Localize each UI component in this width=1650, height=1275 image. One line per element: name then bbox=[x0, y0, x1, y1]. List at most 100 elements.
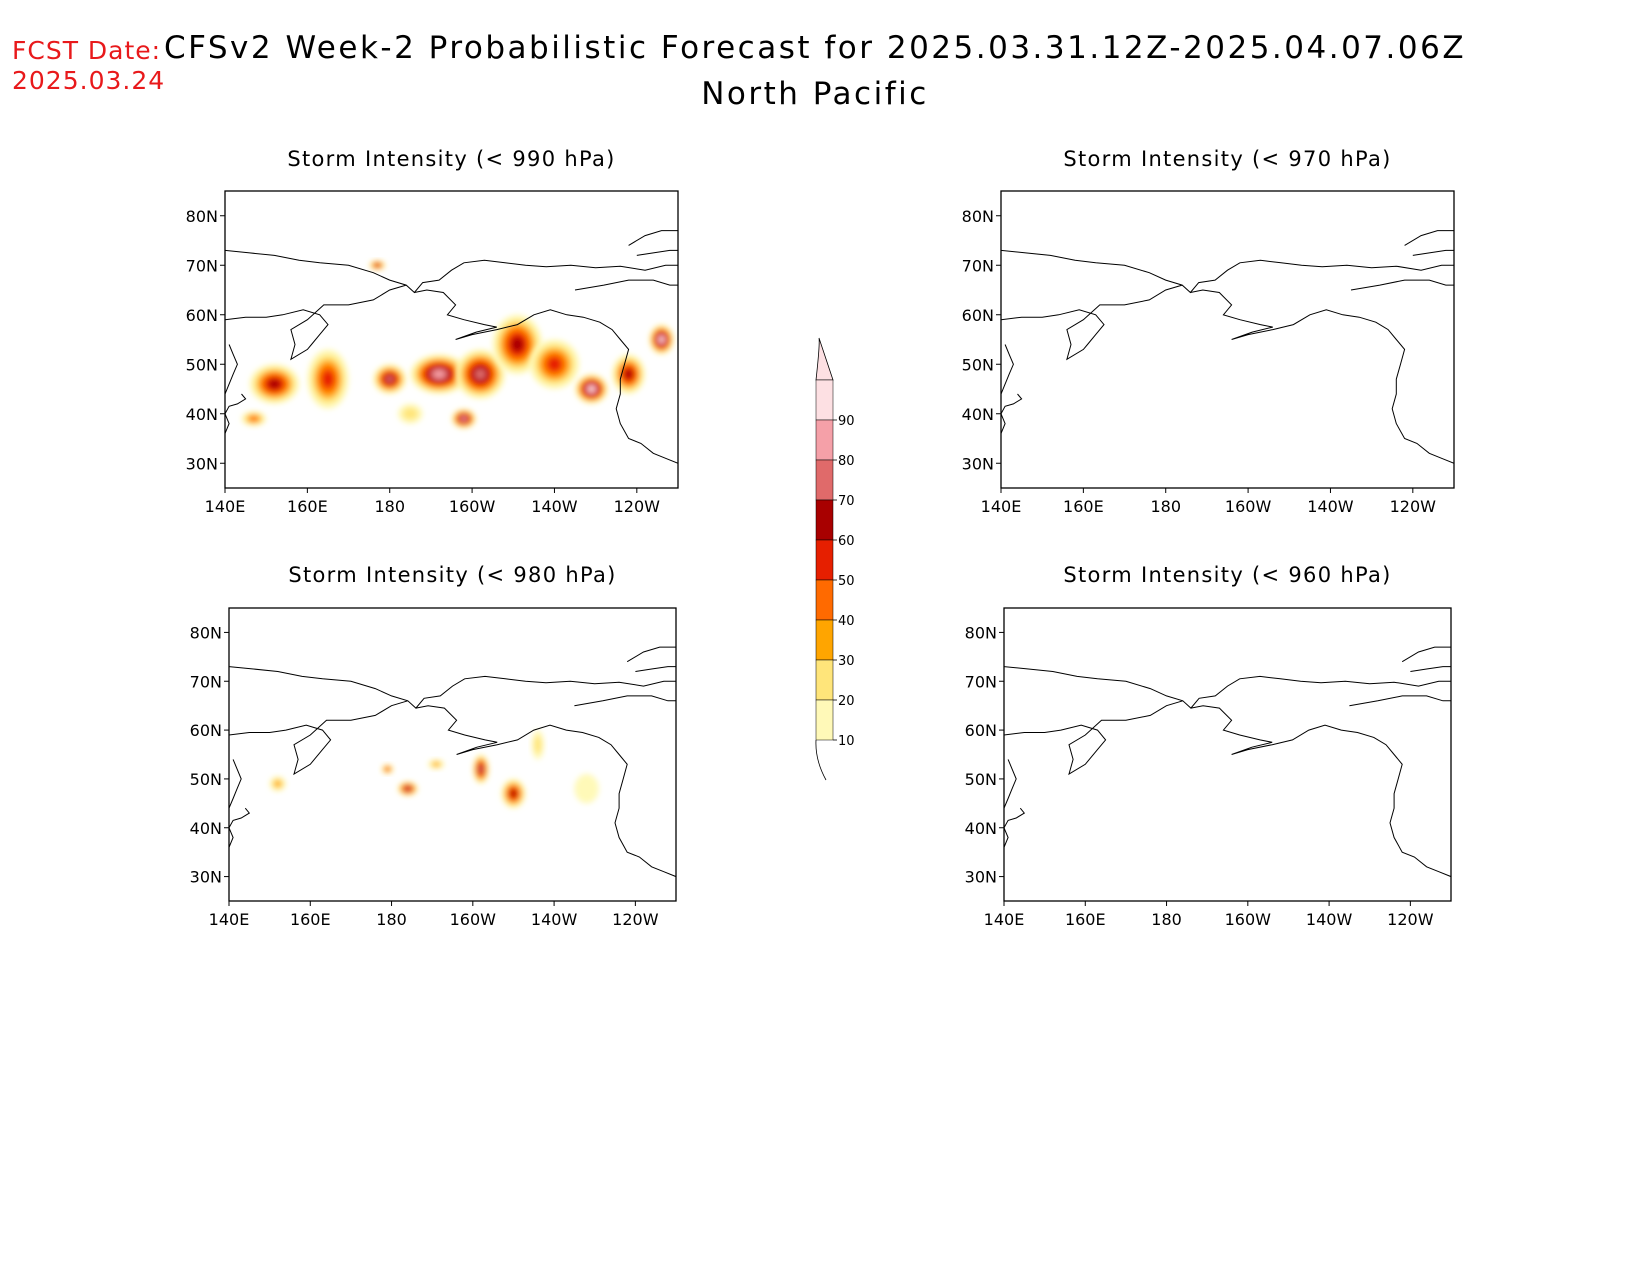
lon-tick-label: 160E bbox=[287, 497, 328, 516]
lon-tick-label: 120W bbox=[1390, 497, 1437, 516]
lat-tick-label: 40N bbox=[962, 405, 994, 424]
lon-tick-label: 180 bbox=[376, 910, 407, 929]
colorbar-segment bbox=[815, 699, 834, 741]
lon-tick-label: 160W bbox=[450, 910, 497, 929]
probability-contour bbox=[433, 370, 445, 378]
colorbar-label: 40 bbox=[838, 614, 855, 629]
lat-tick-label: 50N bbox=[190, 770, 222, 789]
coastline bbox=[1190, 289, 1454, 464]
probability-shading bbox=[241, 260, 674, 429]
colorbar-segment bbox=[815, 459, 834, 501]
probability-contour bbox=[624, 369, 633, 379]
map-panel-p980: Storm Intensity (< 980 hPa) 140E 160E 180 16… bbox=[190, 563, 677, 929]
probability-contour bbox=[461, 416, 467, 421]
forecast-date-value: 2025.03.24 bbox=[12, 66, 166, 95]
coastline bbox=[574, 279, 678, 291]
coastline bbox=[1349, 695, 1451, 707]
probability-blob bbox=[269, 776, 286, 792]
forecast-date-block: FCST Date: 2025.03.24 bbox=[12, 36, 165, 96]
lon-tick-label: 140W bbox=[531, 910, 578, 929]
coastline bbox=[1001, 344, 1014, 395]
lat-tick-label: 50N bbox=[962, 355, 994, 374]
coastline bbox=[414, 289, 678, 464]
coastline bbox=[1004, 759, 1017, 809]
coastline bbox=[1404, 230, 1454, 246]
probability-blob bbox=[381, 764, 394, 775]
lat-tick-label: 80N bbox=[190, 623, 222, 642]
lat-tick-label: 60N bbox=[190, 721, 222, 740]
colorbar: 10 20 30 40 50 60 70 80 90 bbox=[815, 337, 855, 781]
lon-tick-label: 140E bbox=[981, 497, 1022, 516]
probability-blob bbox=[501, 778, 526, 809]
probability-contour bbox=[659, 337, 664, 342]
probability-contour bbox=[405, 787, 410, 791]
probability-blob bbox=[428, 759, 445, 770]
lon-tick-label: 180 bbox=[374, 497, 405, 516]
colorbar-label: 70 bbox=[838, 494, 855, 509]
coastline bbox=[1004, 700, 1183, 776]
probability-contour bbox=[534, 735, 542, 754]
page-subtitle: North Pacific bbox=[701, 76, 929, 112]
probability-contour bbox=[574, 774, 599, 804]
probability-blob bbox=[397, 403, 423, 424]
probability-blob bbox=[492, 314, 543, 375]
map-frame bbox=[1003, 607, 1452, 902]
colorbar-segment bbox=[815, 419, 834, 461]
lon-tick-label: 120W bbox=[614, 497, 661, 516]
panel-title: Storm Intensity (< 960 hPa) bbox=[1063, 563, 1391, 587]
probability-contour bbox=[510, 790, 517, 798]
coastline bbox=[225, 393, 247, 435]
coastline bbox=[229, 807, 251, 849]
probability-blob bbox=[397, 781, 418, 797]
lon-tick-label: 160E bbox=[1065, 910, 1106, 929]
colorbar-segment bbox=[815, 619, 834, 661]
lat-tick-label: 70N bbox=[965, 672, 997, 691]
coastlines bbox=[225, 230, 678, 464]
lon-tick-label: 160E bbox=[1063, 497, 1104, 516]
probability-blob bbox=[529, 339, 580, 389]
panel-title: Storm Intensity (< 970 hPa) bbox=[1063, 147, 1391, 171]
probability-contour bbox=[385, 767, 390, 771]
colorbar-end-top bbox=[815, 337, 834, 381]
lat-tick-label: 70N bbox=[186, 256, 218, 275]
map-frame bbox=[1000, 190, 1455, 489]
lon-tick-label: 160W bbox=[449, 497, 496, 516]
coastline bbox=[229, 666, 676, 709]
coastline bbox=[229, 759, 242, 809]
coastline bbox=[635, 666, 676, 672]
coastline bbox=[1004, 666, 1451, 709]
colorbar-label: 10 bbox=[838, 734, 855, 749]
coastline bbox=[1004, 807, 1026, 849]
colorbar-segment bbox=[815, 379, 834, 421]
probability-contour bbox=[375, 264, 380, 267]
probability-blob bbox=[472, 754, 490, 784]
probability-contour bbox=[402, 407, 418, 420]
coastline bbox=[225, 249, 678, 294]
lat-tick-label: 30N bbox=[190, 868, 222, 887]
colorbar-segment bbox=[815, 579, 834, 621]
probability-contour bbox=[511, 337, 524, 352]
probability-blob bbox=[649, 324, 674, 355]
probability-blob bbox=[574, 774, 599, 804]
map-panel-p970: Storm Intensity (< 970 hPa) 140E 160E 180 16… bbox=[962, 147, 1455, 516]
lon-tick-label: 140W bbox=[531, 497, 578, 516]
lon-tick-label: 160W bbox=[1225, 497, 1272, 516]
lat-tick-label: 70N bbox=[190, 672, 222, 691]
probability-blob bbox=[373, 364, 407, 394]
lat-tick-label: 80N bbox=[186, 207, 218, 226]
coastlines bbox=[1001, 230, 1454, 464]
lon-tick-label: 140E bbox=[984, 910, 1025, 929]
lon-tick-label: 180 bbox=[1151, 910, 1182, 929]
coastline bbox=[1190, 705, 1451, 878]
probability-contour bbox=[268, 379, 281, 389]
lat-tick-label: 40N bbox=[186, 405, 218, 424]
coastline bbox=[1401, 646, 1451, 663]
coastlines bbox=[1004, 646, 1451, 878]
lat-tick-label: 50N bbox=[186, 355, 218, 374]
probability-contour bbox=[547, 357, 562, 372]
probability-contour bbox=[386, 375, 394, 383]
panel-title: Storm Intensity (< 990 hPa) bbox=[287, 147, 615, 171]
probability-blob bbox=[410, 354, 468, 394]
coastline bbox=[1410, 666, 1451, 672]
